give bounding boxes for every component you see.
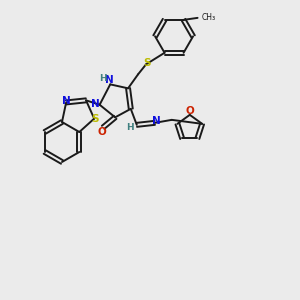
Text: N: N <box>152 116 161 126</box>
Text: H: H <box>126 123 134 132</box>
Text: H: H <box>99 74 107 83</box>
Text: S: S <box>92 114 99 124</box>
Text: N: N <box>105 75 114 85</box>
Text: O: O <box>98 127 106 137</box>
Text: O: O <box>185 106 194 116</box>
Text: N: N <box>91 99 100 109</box>
Text: N: N <box>62 96 70 106</box>
Text: CH₃: CH₃ <box>202 14 216 22</box>
Text: S: S <box>143 58 151 68</box>
